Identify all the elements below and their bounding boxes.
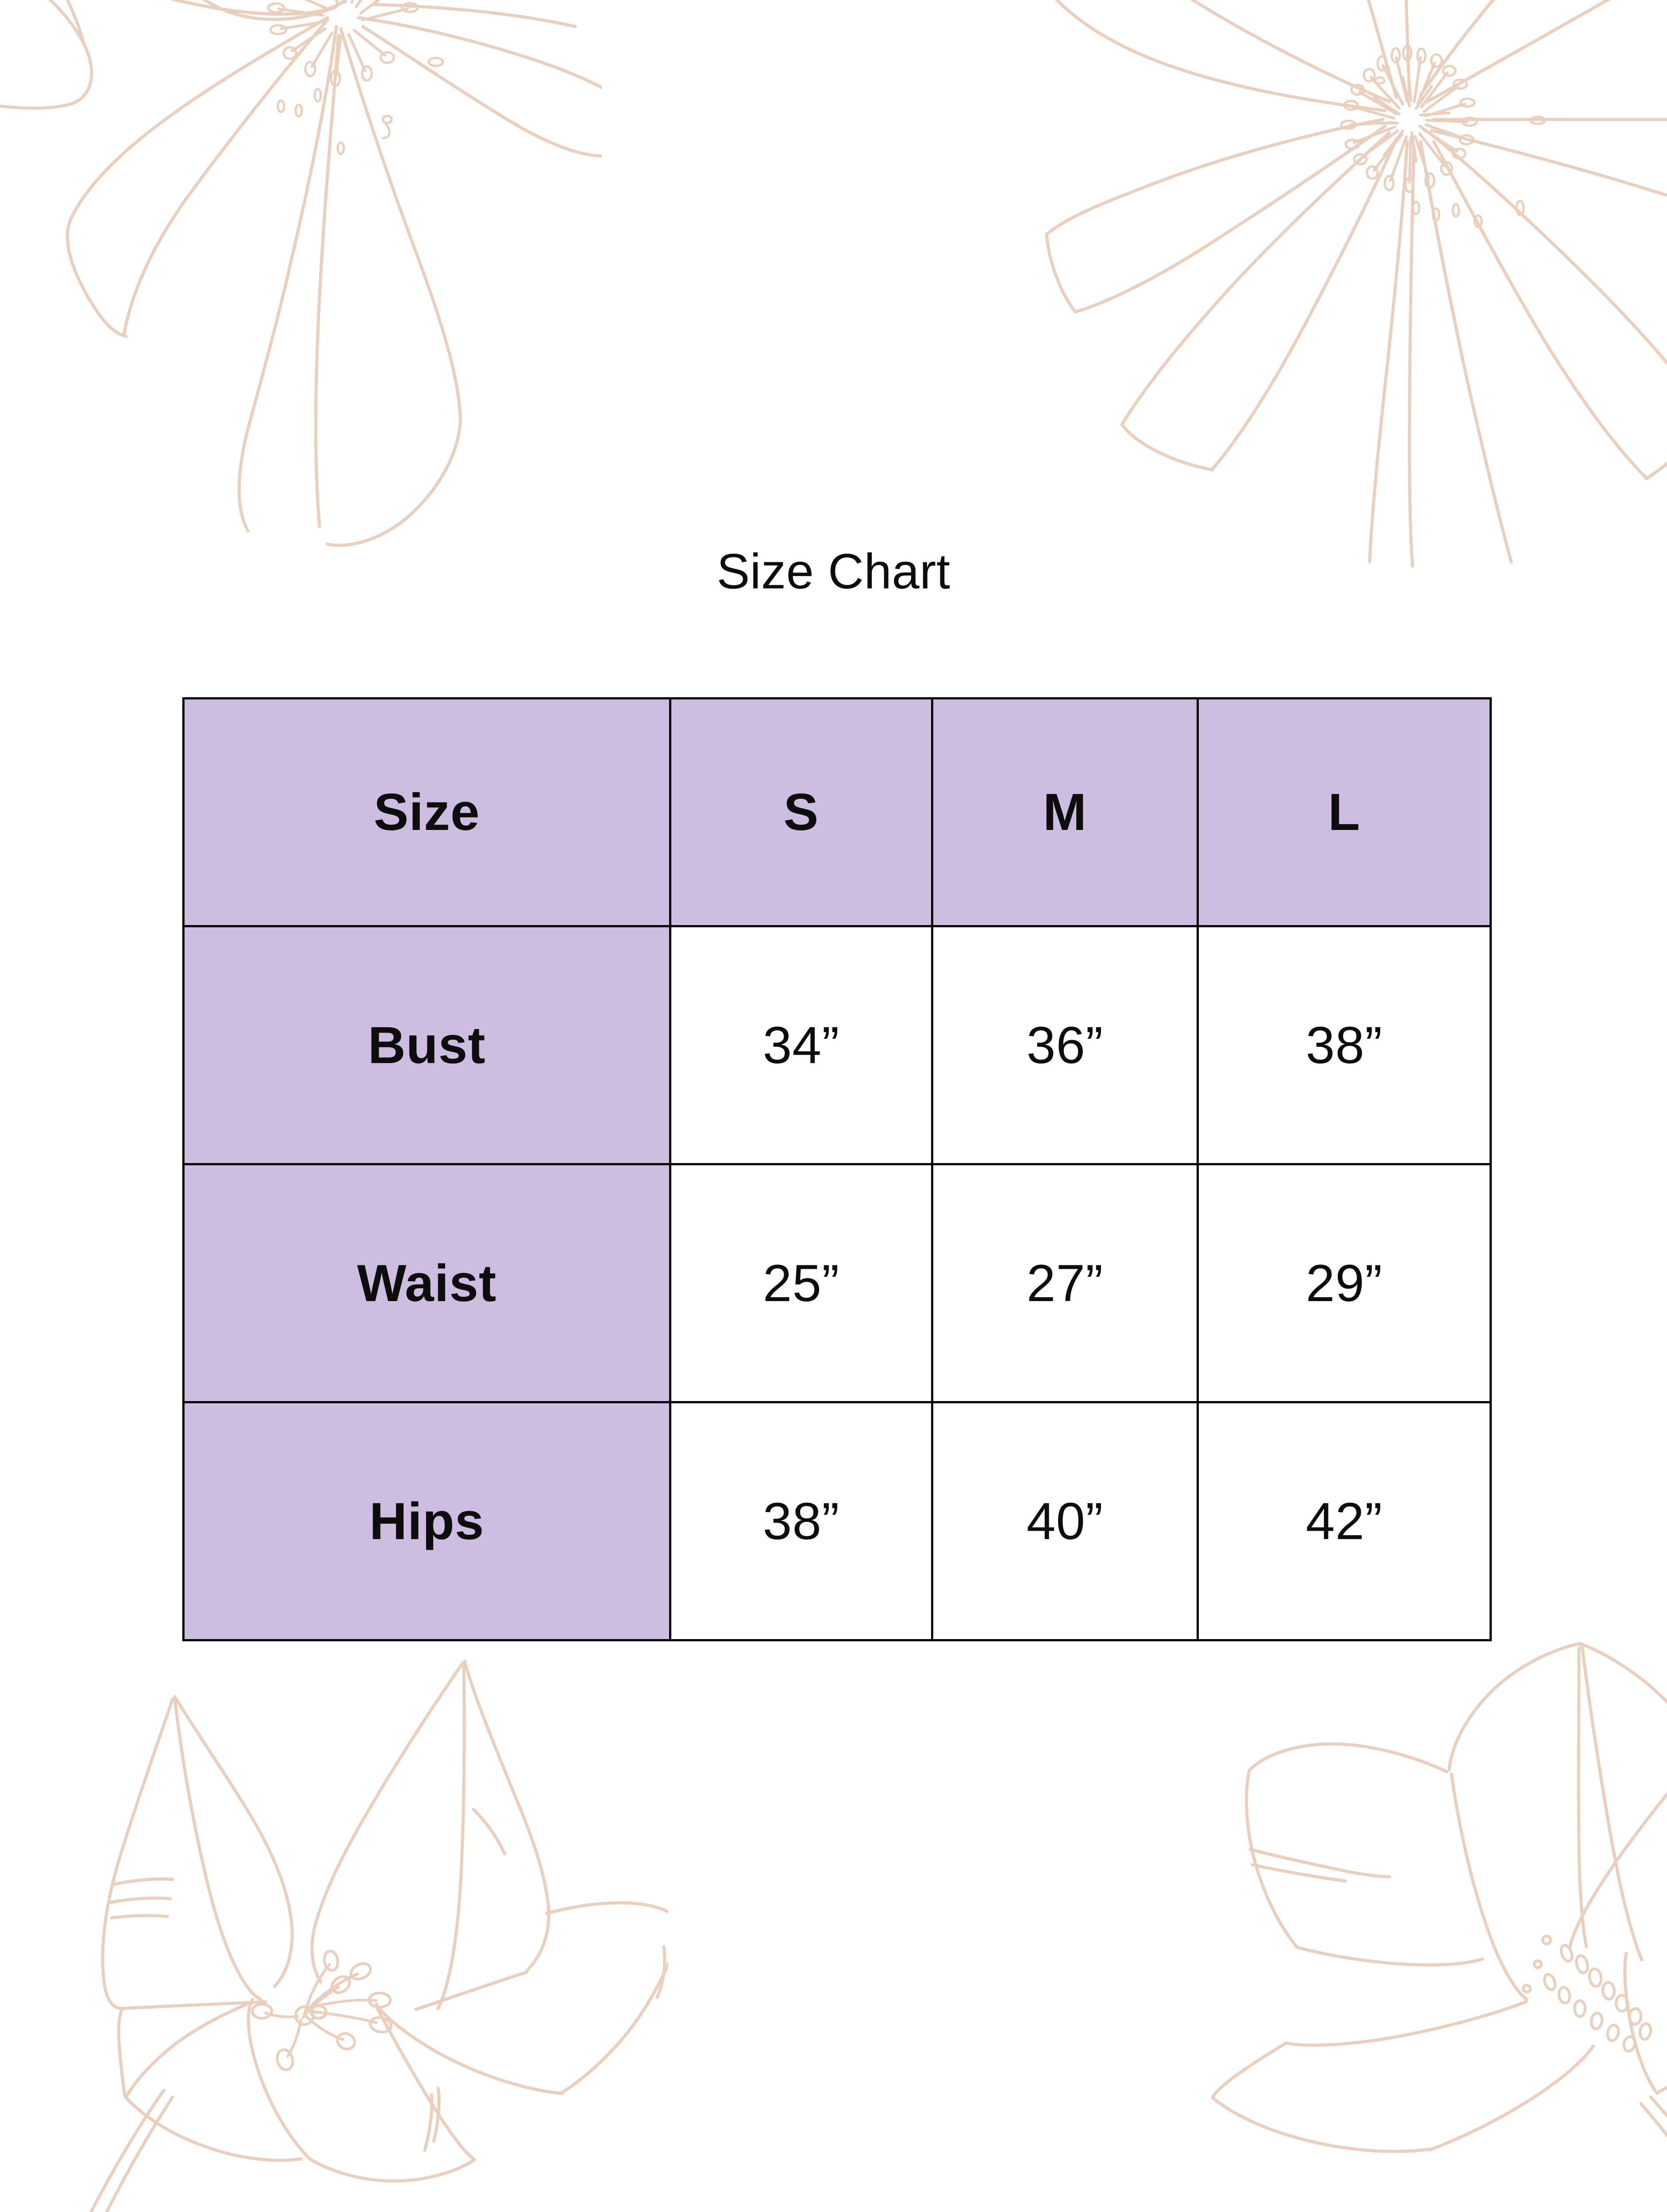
header-cell-size-s: S: [669, 697, 933, 927]
header-cell-size-label: Size: [182, 697, 671, 927]
cell-bust-s: 34”: [669, 925, 933, 1165]
flower-line-art-icon: [1211, 1642, 1667, 2153]
cell-hips-m: 40”: [931, 1401, 1199, 1641]
cell-bust-m: 36”: [931, 925, 1199, 1165]
floral-top-left-decoration: [0, 0, 602, 575]
cell-waist-s: 25”: [669, 1163, 933, 1403]
floral-bottom-right-decoration: [1080, 1628, 1667, 2212]
flower-line-art-icon: [0, 0, 602, 547]
header-cell-size-m: M: [931, 697, 1199, 927]
cell-hips-s: 38”: [669, 1401, 933, 1641]
row-label-bust: Bust: [182, 925, 671, 1165]
page-title: Size Chart: [716, 544, 951, 599]
floral-top-right-decoration: [965, 0, 1667, 588]
flower-line-art-icon: [1045, 0, 1667, 568]
size-chart-table-container: Size S M L Bust 34” 36” 38” Waist 25” 27…: [182, 697, 1492, 1641]
size-chart-table: Size S M L Bust 34” 36” 38” Waist 25” 27…: [182, 697, 1492, 1641]
row-label-waist: Waist: [182, 1163, 671, 1403]
table-row-hips: Hips 38” 40” 42”: [182, 1401, 1492, 1641]
table-header-row: Size S M L: [182, 697, 1492, 927]
cell-waist-l: 29”: [1197, 1163, 1492, 1403]
header-cell-size-l: L: [1197, 697, 1492, 927]
flower-line-art-icon: [89, 1659, 668, 2212]
cell-bust-l: 38”: [1197, 925, 1492, 1165]
table-row-bust: Bust 34” 36” 38”: [182, 925, 1492, 1165]
table-row-waist: Waist 25” 27” 29”: [182, 1163, 1492, 1403]
cell-waist-m: 27”: [931, 1163, 1199, 1403]
floral-bottom-left-decoration: [27, 1628, 668, 2212]
cell-hips-l: 42”: [1197, 1401, 1492, 1641]
row-label-hips: Hips: [182, 1401, 671, 1641]
